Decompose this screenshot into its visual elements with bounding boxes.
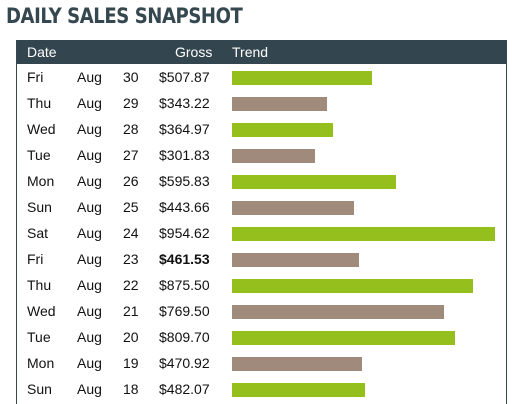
table-row: Thu Aug 22 $875.50 — [17, 272, 506, 298]
table-row: Tue Aug 27 $301.83 — [17, 142, 506, 168]
table-row: Sun Aug 18 $482.07 — [17, 376, 506, 402]
date-cell: 27 — [123, 147, 139, 163]
gross-cell: $809.70 — [159, 329, 210, 345]
day-cell: Sun — [27, 199, 52, 215]
date-cell: 23 — [123, 251, 139, 267]
date-cell: 26 — [123, 173, 139, 189]
gross-cell: $482.07 — [159, 381, 210, 397]
trend-bar — [232, 97, 327, 111]
table-row: Sun Aug 25 $443.66 — [17, 194, 506, 220]
day-cell: Thu — [27, 277, 52, 293]
month-cell: Aug — [77, 121, 102, 137]
trend-bar — [232, 227, 495, 241]
table-row: Sat Aug 24 $954.62 — [17, 220, 506, 246]
month-cell: Aug — [77, 95, 102, 111]
day-cell: Thu — [27, 95, 52, 111]
gross-cell: $301.83 — [159, 147, 210, 163]
date-cell: 22 — [123, 277, 139, 293]
day-cell: Wed — [27, 121, 56, 137]
trend-bar — [232, 383, 365, 397]
table-row: Tue Aug 20 $809.70 — [17, 324, 506, 350]
table-row: Wed Aug 28 $364.97 — [17, 116, 506, 142]
gross-cell: $769.50 — [159, 303, 210, 319]
table-row: Fri Aug 23 $461.53 — [17, 246, 506, 272]
day-cell: Fri — [27, 69, 44, 85]
day-cell: Wed — [27, 303, 56, 319]
trend-bar — [232, 279, 473, 293]
date-cell: 28 — [123, 121, 139, 137]
trend-bar — [232, 71, 372, 85]
date-cell: 19 — [123, 355, 139, 371]
month-cell: Aug — [77, 173, 102, 189]
day-cell: Sun — [27, 381, 52, 397]
day-cell: Tue — [27, 147, 51, 163]
date-cell: 25 — [123, 199, 139, 215]
table-header: Date Gross Trend — [17, 40, 506, 64]
column-header-date: Date — [27, 44, 57, 60]
month-cell: Aug — [77, 199, 102, 215]
trend-bar — [232, 149, 315, 163]
gross-cell: $507.87 — [159, 69, 210, 85]
trend-bar — [232, 305, 444, 319]
month-cell: Aug — [77, 277, 102, 293]
trend-bar — [232, 253, 359, 267]
table-row: Thu Aug 29 $343.22 — [17, 90, 506, 116]
month-cell: Aug — [77, 225, 102, 241]
date-cell: 29 — [123, 95, 139, 111]
date-cell: 20 — [123, 329, 139, 345]
month-cell: Aug — [77, 69, 102, 85]
day-cell: Mon — [27, 355, 55, 371]
trend-bar — [232, 123, 333, 137]
trend-bar — [232, 201, 354, 215]
date-cell: 24 — [123, 225, 139, 241]
gross-cell: $595.83 — [159, 173, 210, 189]
day-cell: Tue — [27, 329, 51, 345]
month-cell: Aug — [77, 303, 102, 319]
date-cell: 30 — [123, 69, 139, 85]
gross-cell: $364.97 — [159, 121, 210, 137]
sales-table: Date Gross Trend Fri Aug 30 $507.87 Thu Aug 29… — [16, 40, 507, 404]
trend-bar — [232, 175, 396, 189]
month-cell: Aug — [77, 329, 102, 345]
gross-cell: $443.66 — [159, 199, 210, 215]
gross-cell: $875.50 — [159, 277, 210, 293]
gross-cell: $470.92 — [159, 355, 210, 371]
month-cell: Aug — [77, 355, 102, 371]
table-row: Mon Aug 26 $595.83 — [17, 168, 506, 194]
trend-bar — [232, 357, 362, 371]
table-row: Mon Aug 19 $470.92 — [17, 350, 506, 376]
table-row: Fri Aug 30 $507.87 — [17, 64, 506, 90]
day-cell: Mon — [27, 173, 55, 189]
month-cell: Aug — [77, 251, 102, 267]
gross-cell: $343.22 — [159, 95, 210, 111]
date-cell: 21 — [123, 303, 139, 319]
column-header-trend: Trend — [232, 44, 269, 60]
trend-bar — [232, 331, 455, 345]
day-cell: Sat — [27, 225, 49, 241]
gross-cell: $461.53 — [159, 251, 210, 267]
column-header-gross: Gross — [175, 44, 213, 60]
date-cell: 18 — [123, 381, 139, 397]
table-row: Wed Aug 21 $769.50 — [17, 298, 506, 324]
page-title: DAILY SALES SNAPSHOT — [6, 4, 243, 28]
month-cell: Aug — [77, 147, 102, 163]
day-cell: Fri — [27, 251, 44, 267]
month-cell: Aug — [77, 381, 102, 397]
gross-cell: $954.62 — [159, 225, 210, 241]
